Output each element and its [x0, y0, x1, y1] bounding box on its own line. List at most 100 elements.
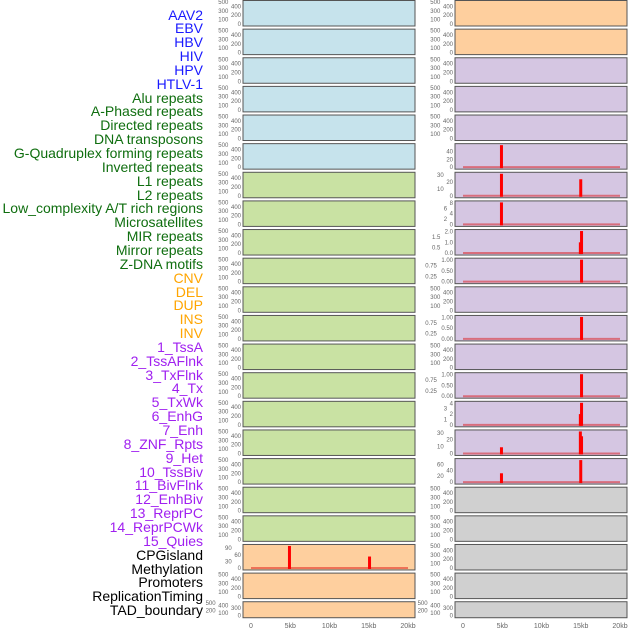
y-tick-label: 300	[430, 123, 441, 129]
y-tick-label: 0.25	[425, 274, 437, 280]
y-tick-label: 100	[430, 504, 441, 510]
y-tick-label: 100	[218, 218, 229, 224]
y-tick-label: 300	[218, 209, 229, 215]
track-label: 14_ReprPCWk	[109, 518, 203, 535]
y-tick-label: 100	[430, 361, 441, 367]
panel-background	[242, 286, 416, 313]
y-tick-label: 400	[443, 520, 454, 526]
track-label: Low_complexity A/T rich regions	[2, 200, 204, 217]
y-tick-label: 0	[238, 451, 242, 457]
y-tick-label: 400	[231, 577, 242, 583]
y-tick-label: 0.50	[441, 269, 453, 275]
y-tick-label: 0	[450, 451, 454, 457]
y-tick-label: 400	[231, 62, 242, 68]
y-tick-label: 200	[231, 586, 242, 592]
y-tick-label: 100	[218, 590, 229, 596]
y-tick-label: 300	[430, 496, 441, 502]
data-bar	[499, 145, 503, 169]
y-tick-label: 100	[218, 361, 229, 367]
track-label: 4_Tx	[171, 380, 203, 397]
y-tick-label: 0	[238, 308, 242, 314]
panel-background	[242, 343, 416, 371]
panel-background	[454, 343, 628, 371]
track-label: EBV	[174, 20, 203, 37]
y-tick-label: 0	[450, 480, 454, 486]
y-tick-label: 20	[446, 180, 453, 186]
track-label: 7_Enh	[162, 422, 203, 438]
y-tick-label: 0	[450, 108, 454, 114]
y-tick-label: 500	[430, 515, 441, 521]
y-tick-label: 500	[418, 601, 429, 607]
y-tick-label: 200	[231, 70, 242, 76]
y-tick-label: 30	[225, 559, 232, 565]
y-tick-label: 0.00	[441, 280, 453, 286]
data-bar	[499, 447, 503, 455]
panel-background	[454, 486, 628, 514]
y-tick-label: 400	[443, 119, 454, 125]
y-tick-label: 300	[218, 66, 229, 72]
y-tick-label: 500	[430, 544, 441, 550]
y-tick-label: 400	[231, 176, 242, 182]
y-tick-label: 0.50	[441, 383, 453, 389]
y-tick-label: 200	[231, 42, 242, 48]
y-tick-label: 200	[231, 300, 242, 306]
y-tick-label: 200	[206, 609, 217, 615]
panel-background	[454, 200, 628, 227]
y-tick-label: 300	[430, 581, 441, 587]
panel-background	[454, 429, 628, 456]
y-tick-label: 0	[238, 79, 242, 85]
y-tick-label: 200	[231, 185, 242, 191]
y-tick-label: 200	[443, 557, 454, 563]
y-tick-label: 0	[450, 614, 454, 620]
x-tick-label: 5kb	[497, 623, 508, 630]
panel-background	[454, 515, 628, 542]
y-tick-label: 200	[231, 99, 242, 105]
y-tick-label: 500	[218, 286, 229, 292]
y-tick-label: 400	[443, 348, 454, 354]
y-tick-label: 0	[238, 51, 242, 57]
y-tick-label: 300	[443, 606, 454, 612]
y-tick-label: 500	[218, 86, 229, 92]
track-label: Inverted repeats	[101, 158, 203, 175]
y-tick-label: 0	[450, 537, 454, 543]
y-tick-label: 300	[218, 381, 229, 387]
y-tick-label: 500	[430, 344, 441, 350]
track-label: INV	[179, 325, 203, 342]
y-tick-label: 0	[450, 51, 454, 57]
x-tick-label: 20kb	[612, 623, 627, 630]
data-bar	[580, 259, 584, 283]
panel-background	[242, 200, 416, 227]
y-tick-label: 500	[430, 29, 441, 35]
y-tick-label: 200	[443, 300, 454, 306]
y-tick-label: 0	[238, 566, 242, 572]
track-label: DEL	[175, 283, 203, 300]
y-tick-label: 200	[443, 529, 454, 535]
x-tick-label: 0	[249, 623, 253, 630]
y-tick-label: 200	[443, 128, 454, 134]
y-tick-label: 200	[231, 214, 242, 220]
y-tick-label: 200	[443, 586, 454, 592]
panel-background	[242, 0, 416, 27]
panel-background	[454, 143, 628, 170]
y-tick-label: 400	[231, 90, 242, 96]
track-label: L1 repeats	[136, 172, 203, 189]
panel-background	[454, 543, 628, 571]
panel-background	[242, 314, 416, 342]
track-label: HPV	[174, 61, 203, 78]
y-tick-label: 100	[218, 390, 229, 396]
y-tick-label: 0.5	[432, 246, 441, 252]
y-tick-label: 100	[218, 533, 229, 539]
x-tick-label: 15kb	[361, 623, 376, 630]
y-tick-label: 30	[437, 173, 444, 179]
y-tick-label: 3	[444, 407, 448, 413]
y-tick-label: 300	[430, 66, 441, 72]
y-tick-label: 100	[218, 103, 229, 109]
track-label: 3_TxFlnk	[145, 366, 203, 383]
y-tick-label: 300	[218, 438, 229, 444]
y-tick-label: 500	[206, 601, 217, 607]
track-label: Z-DNA motifs	[119, 255, 203, 272]
y-tick-label: 500	[218, 458, 229, 464]
y-tick-label: 0	[238, 22, 242, 28]
y-tick-label: 200	[443, 357, 454, 363]
